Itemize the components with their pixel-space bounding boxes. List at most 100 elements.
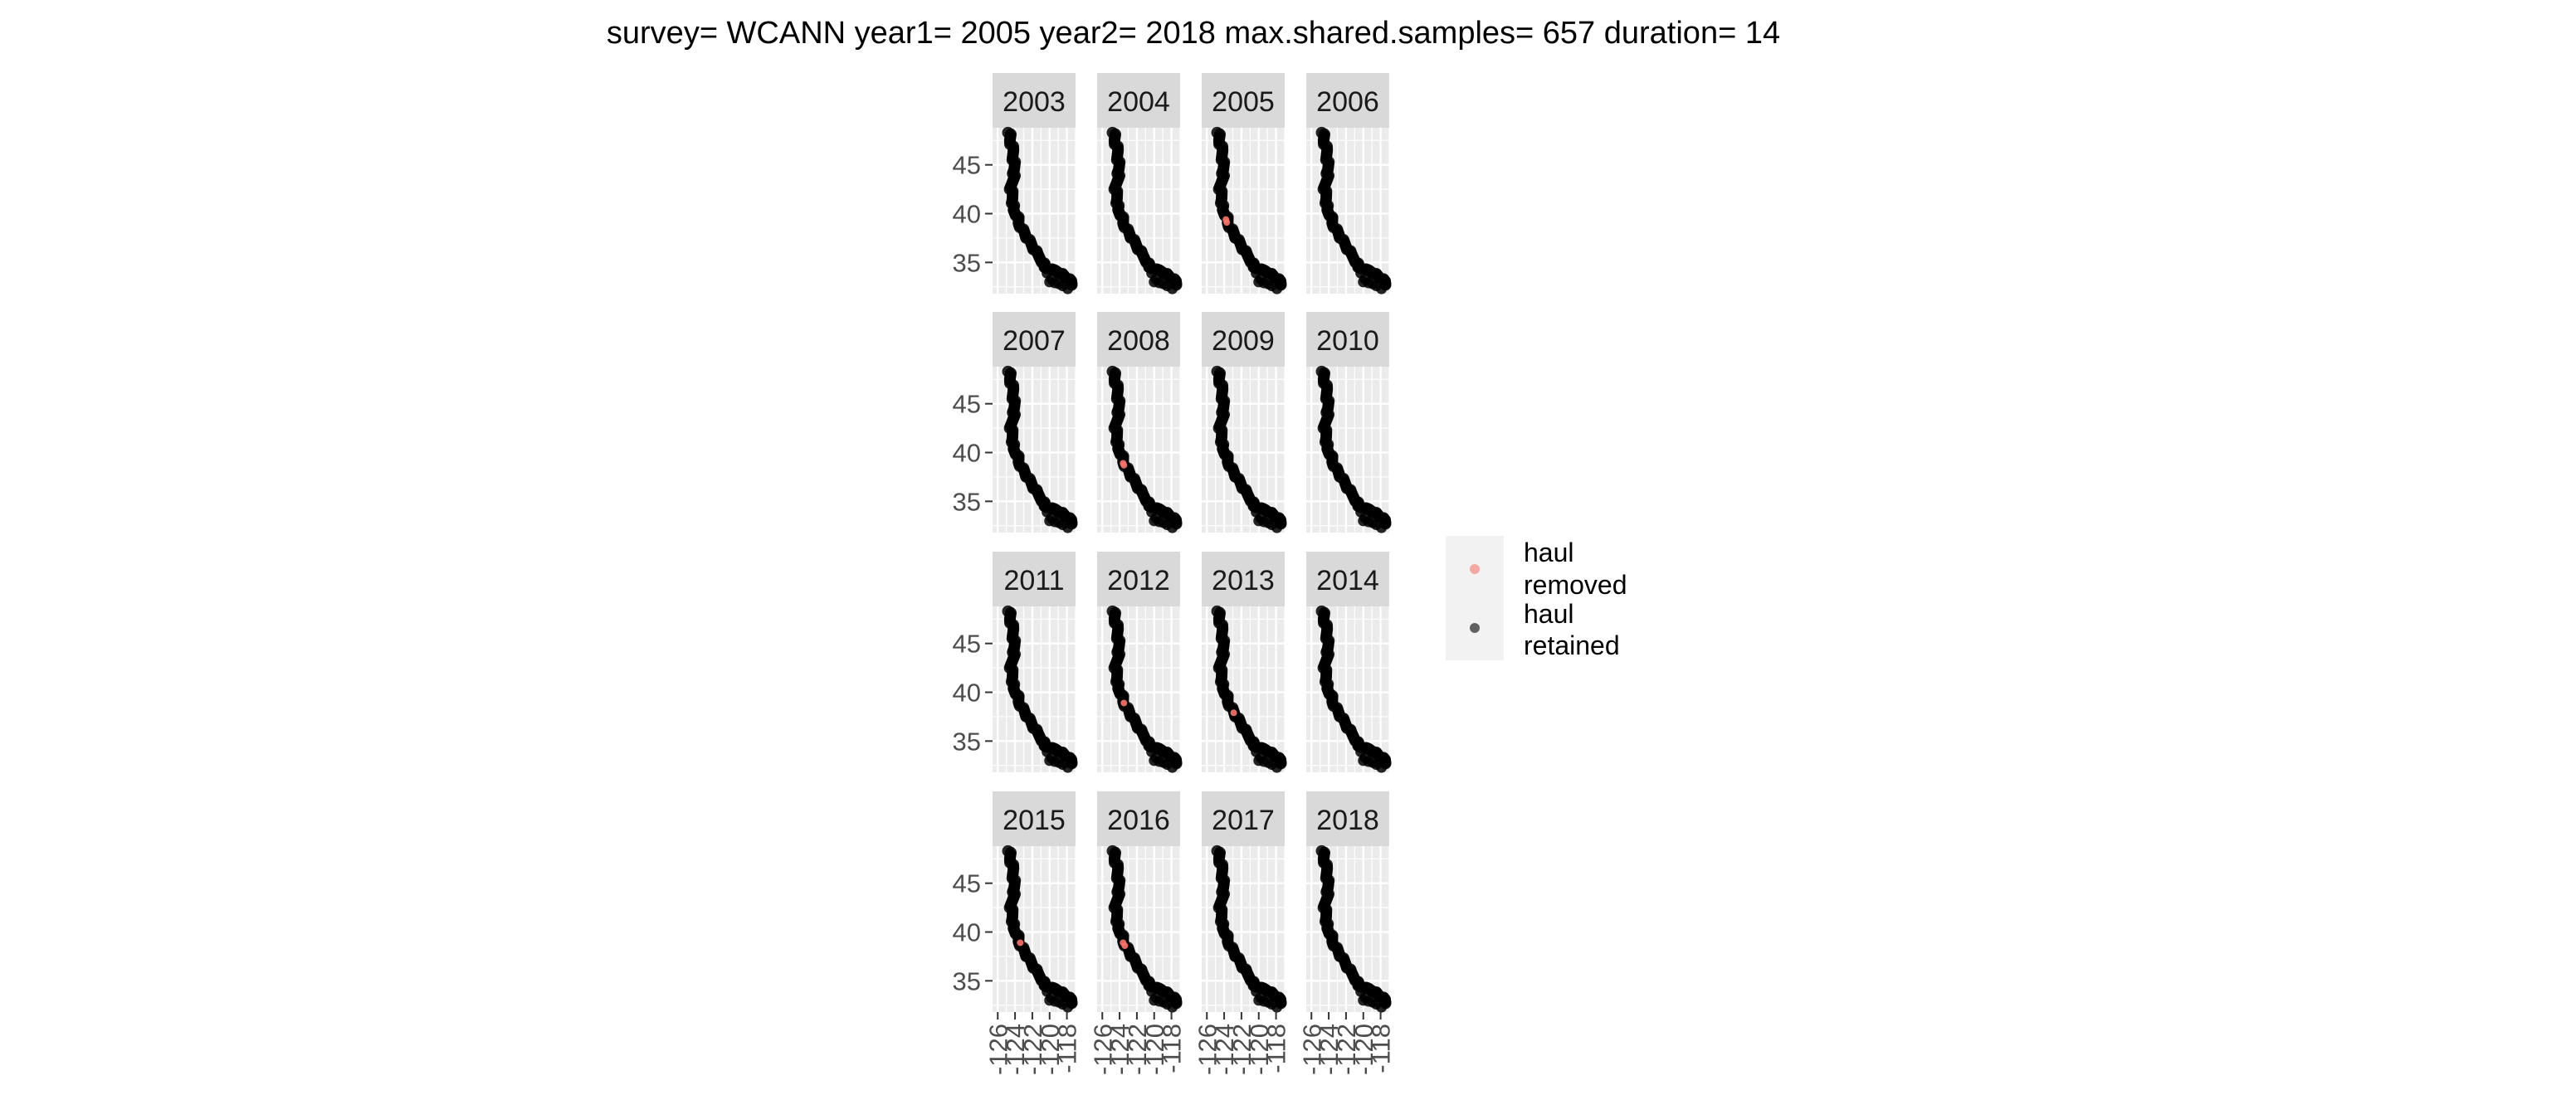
x-tick-label: -126 <box>983 1024 1012 1075</box>
facet-2017: 2017 -126-124-122-120-118 <box>1193 791 1291 1075</box>
facet-strip <box>993 312 1076 367</box>
x-tick-label: -118 <box>1262 1024 1291 1073</box>
point-haul-retained <box>1044 515 1056 527</box>
x-tick-label: -124 <box>1001 1024 1030 1075</box>
facet-strip-label: 2006 <box>1316 86 1379 118</box>
facet-strip-label: 2018 <box>1316 805 1379 836</box>
facet-2016: 2016 -126-124-122-120-118 <box>1088 791 1187 1075</box>
x-tick-label: -124 <box>1210 1024 1239 1075</box>
x-tick-label: -124 <box>1315 1024 1344 1075</box>
point-haul-retained <box>1167 1001 1178 1013</box>
y-tick-label: 45 <box>953 630 981 659</box>
legend-swatch-removed <box>1470 564 1480 574</box>
facet-strip-label: 2014 <box>1316 565 1379 596</box>
facet-strip <box>1202 312 1285 367</box>
point-haul-retained <box>1376 1001 1388 1013</box>
facet-strip <box>1306 312 1389 367</box>
facet-strip <box>993 791 1076 846</box>
point-haul-retained <box>1149 276 1160 288</box>
facet-strip-label: 2011 <box>1003 565 1064 596</box>
x-tick-label: -118 <box>1367 1024 1396 1073</box>
facet-2010: 2010 <box>1306 312 1392 533</box>
x-tick-label: -120 <box>1036 1024 1065 1075</box>
point-haul-retained <box>1358 515 1369 527</box>
facet-strip <box>1306 73 1389 128</box>
y-tick-label: 35 <box>953 727 981 756</box>
point-haul-retained <box>1167 762 1178 773</box>
x-tick-label: -122 <box>1018 1024 1047 1075</box>
legend-label-retained: haul <box>1524 599 1574 629</box>
y-tick-label: 35 <box>953 487 981 516</box>
point-haul-retained <box>1253 276 1265 288</box>
facet-strip-label: 2007 <box>1003 325 1066 357</box>
point-haul-retained <box>1271 283 1283 294</box>
x-tick-label: -124 <box>1105 1024 1134 1075</box>
x-tick-label: -126 <box>1297 1024 1326 1075</box>
facet-2011: 2011 35 40 45 <box>953 552 1078 773</box>
x-tick-label: -122 <box>1227 1024 1256 1075</box>
x-tick-label: -118 <box>1158 1024 1187 1073</box>
facet-strip-label: 2013 <box>1212 565 1275 596</box>
y-tick-label: 40 <box>953 918 981 947</box>
facet-2018: 2018 -126-124-122-120-118 <box>1297 791 1396 1075</box>
point-haul-retained <box>1358 995 1369 1006</box>
facet-2015: 2015 35 40 45 -126-124-122-120-118 <box>953 791 1082 1075</box>
facet-strip <box>1097 312 1180 367</box>
facet-panels: 2003 35 40 45 2004 2005 2006 2007 35 40 45 2008 2009… <box>953 73 1396 1075</box>
facet-strip <box>1306 552 1389 606</box>
facet-strip <box>1202 552 1285 606</box>
x-tick-label: -122 <box>1332 1024 1361 1075</box>
x-tick-label: -120 <box>1245 1024 1274 1075</box>
point-haul-retained <box>1044 995 1056 1006</box>
point-haul-retained <box>1271 522 1283 533</box>
y-tick-label: 40 <box>953 200 981 229</box>
x-tick-label: -120 <box>1140 1024 1169 1075</box>
facet-2013: 2013 <box>1202 552 1287 773</box>
y-tick-label: 45 <box>953 390 981 419</box>
y-tick-label: 35 <box>953 966 981 995</box>
y-tick-label: 35 <box>953 248 981 277</box>
facet-strip-label: 2016 <box>1107 805 1170 836</box>
facet-strip-label: 2003 <box>1003 86 1066 118</box>
facet-2007: 2007 35 40 45 <box>953 312 1078 533</box>
facet-strip <box>1306 791 1389 846</box>
facet-strip-label: 2004 <box>1107 86 1170 118</box>
point-haul-retained <box>1044 755 1056 766</box>
facet-2008: 2008 <box>1097 312 1183 533</box>
facet-strip <box>1097 73 1180 128</box>
facet-2012: 2012 <box>1097 552 1183 773</box>
x-tick-label: -122 <box>1123 1024 1152 1075</box>
facet-strip-label: 2017 <box>1212 805 1275 836</box>
point-haul-retained <box>1149 755 1160 766</box>
facet-strip <box>1097 791 1180 846</box>
legend-label-removed: haul <box>1524 538 1574 567</box>
facet-2009: 2009 <box>1202 312 1287 533</box>
point-haul-retained <box>1253 515 1265 527</box>
point-haul-retained <box>1149 995 1160 1006</box>
point-haul-retained <box>1062 762 1074 773</box>
facet-strip <box>1097 552 1180 606</box>
point-haul-retained <box>1358 276 1369 288</box>
point-haul-retained <box>1062 283 1074 294</box>
y-tick-label: 40 <box>953 679 981 708</box>
x-tick-label: -118 <box>1053 1024 1082 1073</box>
facet-strip <box>1202 791 1285 846</box>
point-haul-removed <box>1121 942 1129 949</box>
point-haul-retained <box>1149 515 1160 527</box>
legend-label-removed: removed <box>1524 570 1627 600</box>
point-haul-removed <box>1017 939 1024 947</box>
point-haul-retained <box>1358 755 1369 766</box>
legend-label-retained: retained <box>1524 630 1620 660</box>
x-tick-label: -126 <box>1088 1024 1117 1075</box>
point-haul-removed <box>1120 461 1128 469</box>
facet-strip-label: 2010 <box>1316 325 1379 357</box>
point-haul-retained <box>1253 995 1265 1006</box>
x-tick-label: -120 <box>1349 1024 1378 1075</box>
y-tick-label: 45 <box>953 869 981 898</box>
point-haul-removed <box>1120 699 1128 707</box>
point-haul-retained <box>1376 522 1388 533</box>
facet-2003: 2003 35 40 45 <box>953 73 1078 294</box>
facet-strip-label: 2008 <box>1107 325 1170 357</box>
y-tick-label: 40 <box>953 439 981 468</box>
